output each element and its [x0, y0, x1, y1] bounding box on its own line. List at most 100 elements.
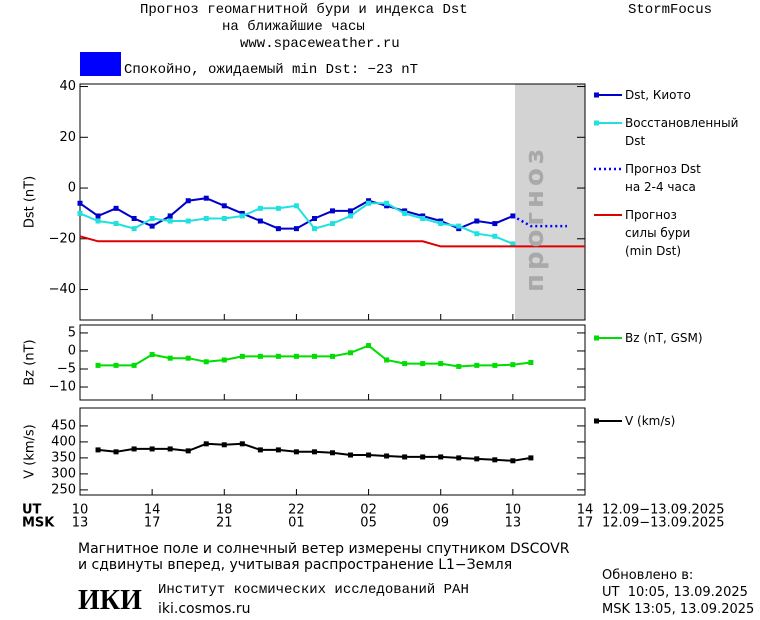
point	[167, 213, 173, 219]
point	[239, 353, 245, 359]
point	[149, 215, 155, 221]
point	[239, 441, 245, 447]
point	[510, 213, 516, 219]
point	[185, 198, 191, 204]
y-tick-label: 350	[51, 450, 76, 465]
point	[366, 452, 372, 458]
y-tick-label: 5	[68, 325, 76, 340]
point	[330, 353, 335, 359]
point	[330, 221, 335, 227]
x-tick-label: 17	[144, 516, 161, 531]
point	[275, 205, 281, 211]
point	[293, 449, 299, 455]
point	[257, 353, 263, 359]
point	[438, 218, 444, 224]
point	[510, 241, 516, 247]
point	[311, 226, 317, 232]
point	[311, 215, 317, 221]
point	[203, 215, 209, 221]
point	[474, 231, 480, 237]
y-axis-label: Dst (nT)	[23, 176, 38, 228]
x-tick-label: 17	[577, 516, 594, 531]
point	[131, 446, 137, 452]
y-tick-label: 250	[51, 482, 76, 497]
url: iki.cosmos.ru	[158, 601, 251, 617]
y-tick-label: 0	[68, 181, 76, 196]
point	[528, 360, 534, 365]
point	[456, 455, 462, 461]
point	[131, 362, 137, 368]
point	[384, 357, 390, 363]
point	[113, 449, 119, 455]
point	[420, 215, 426, 221]
x-tick-label: 10	[505, 503, 522, 518]
x-axis-name: UT	[22, 503, 42, 518]
point	[366, 200, 372, 206]
point	[239, 213, 245, 219]
y-tick-label: 20	[59, 130, 76, 145]
y-tick-label: 40	[59, 79, 76, 94]
y-tick-label: −20	[49, 231, 76, 246]
point	[149, 223, 155, 229]
point	[221, 357, 227, 363]
y-tick-label: 400	[51, 434, 76, 449]
x-tick-label: 13	[72, 516, 89, 531]
point	[402, 210, 408, 216]
point	[384, 453, 390, 459]
point	[95, 218, 101, 224]
point	[330, 450, 335, 456]
point	[402, 208, 408, 214]
point	[474, 218, 480, 224]
y-tick-label: −10	[49, 380, 76, 395]
x-tick-label: 14	[144, 503, 161, 518]
shade-label: прогноз	[520, 145, 550, 292]
point	[420, 361, 426, 367]
point	[492, 362, 498, 368]
institute: Институт космических исследований РАН	[158, 582, 469, 598]
point	[95, 447, 101, 453]
y-tick-label: 300	[51, 466, 76, 481]
x-tick-label: 13	[505, 516, 522, 531]
point	[438, 454, 444, 460]
point	[257, 218, 263, 224]
point	[293, 203, 299, 209]
point	[77, 200, 83, 206]
point	[311, 449, 317, 455]
point	[456, 363, 462, 369]
y-tick-label: 0	[68, 343, 76, 358]
point	[131, 226, 137, 232]
point	[438, 221, 444, 227]
point	[492, 233, 498, 239]
point	[366, 343, 372, 349]
point	[275, 226, 281, 232]
point	[77, 210, 83, 216]
subtitle: на ближайшие часы	[222, 19, 365, 35]
status-color	[80, 52, 121, 76]
point	[510, 362, 516, 368]
legend-marker	[594, 418, 599, 424]
point	[95, 362, 101, 368]
status: Спокойно, ожидаемый min Dst: −23 nT	[124, 62, 419, 78]
forecast-shade	[515, 84, 585, 320]
series-line	[79, 202, 514, 245]
x-tick-label: 05	[360, 516, 377, 531]
y-axis-label: Bz (nT)	[23, 339, 38, 385]
point	[113, 362, 119, 368]
y-tick-label: −5	[57, 361, 76, 376]
point	[492, 221, 498, 227]
y-axis-label: V (km/s)	[23, 424, 38, 479]
x-axis-name: MSK	[22, 516, 55, 531]
point	[113, 205, 119, 211]
point	[167, 218, 173, 224]
legend-entry: Восстановленный Dst	[625, 116, 739, 148]
point	[149, 446, 155, 452]
x-tick-label: 14	[577, 503, 594, 518]
x-tick-label: 22	[288, 503, 305, 518]
point	[510, 458, 516, 464]
updated: UT 10:05, 13.09.2025	[602, 585, 748, 600]
point	[113, 221, 119, 227]
x-tick-label: 02	[360, 503, 377, 518]
point	[456, 226, 462, 232]
